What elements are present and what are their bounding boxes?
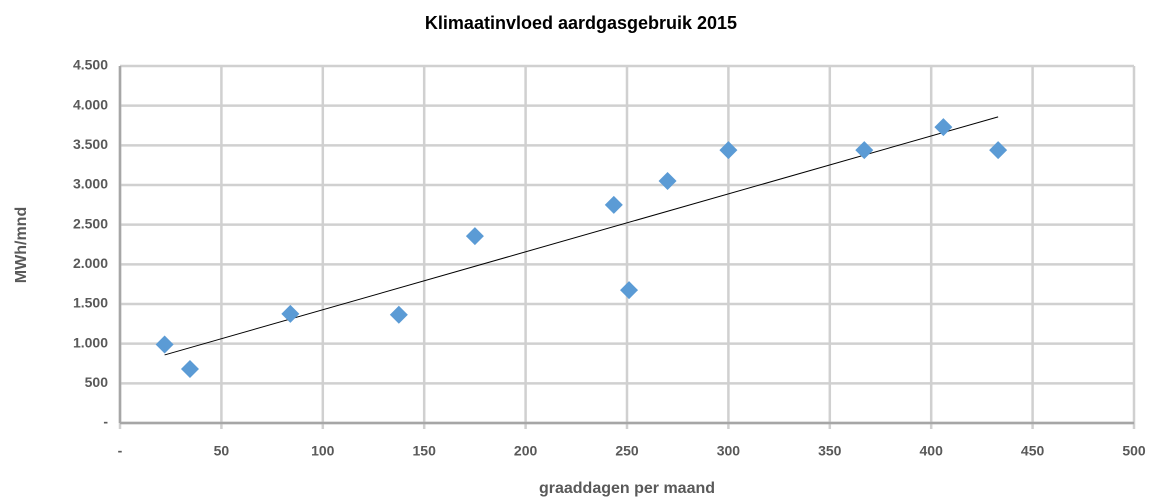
point — [620, 281, 639, 300]
point — [465, 227, 484, 246]
x-tick-label: 150 — [413, 443, 437, 459]
y-tick-label: 3.000 — [73, 176, 108, 192]
point — [989, 141, 1008, 160]
trendline — [164, 116, 999, 356]
y-tick-label: 500 — [85, 374, 109, 390]
x-tick-label: 400 — [920, 443, 944, 459]
x-tick-label: 250 — [615, 443, 639, 459]
point — [934, 118, 953, 137]
point — [389, 305, 408, 324]
y-tick-label: 3.500 — [73, 136, 108, 152]
x-tick-label: 500 — [1122, 443, 1146, 459]
chart-title: Klimaatinvloed aardgasgebruik 2015 — [425, 13, 737, 33]
y-axis-label: MWh/mnd — [13, 207, 30, 283]
x-tick-label: 50 — [214, 443, 230, 459]
x-tick-label: 200 — [514, 443, 538, 459]
y-tick-label: 2.500 — [73, 215, 108, 231]
y-tick-label: 4.000 — [73, 96, 108, 112]
point — [281, 304, 300, 323]
x-tick-label: 100 — [311, 443, 335, 459]
x-tick-label: 450 — [1021, 443, 1045, 459]
point — [719, 141, 738, 160]
x-tick-label: - — [118, 443, 123, 459]
point — [180, 360, 199, 379]
y-tick-label: 2.000 — [73, 255, 108, 271]
point — [658, 172, 677, 191]
y-tick-label: 4.500 — [73, 57, 108, 73]
y-tick-label: 1.500 — [73, 295, 108, 311]
point — [855, 141, 874, 160]
y-tick-label: 1.000 — [73, 334, 108, 350]
x-tick-label: 300 — [717, 443, 741, 459]
x-axis-label: graaddagen per maand — [539, 480, 715, 497]
x-tick-label: 350 — [818, 443, 842, 459]
point — [604, 195, 623, 214]
y-tick-label: - — [103, 414, 108, 430]
point — [155, 335, 174, 354]
